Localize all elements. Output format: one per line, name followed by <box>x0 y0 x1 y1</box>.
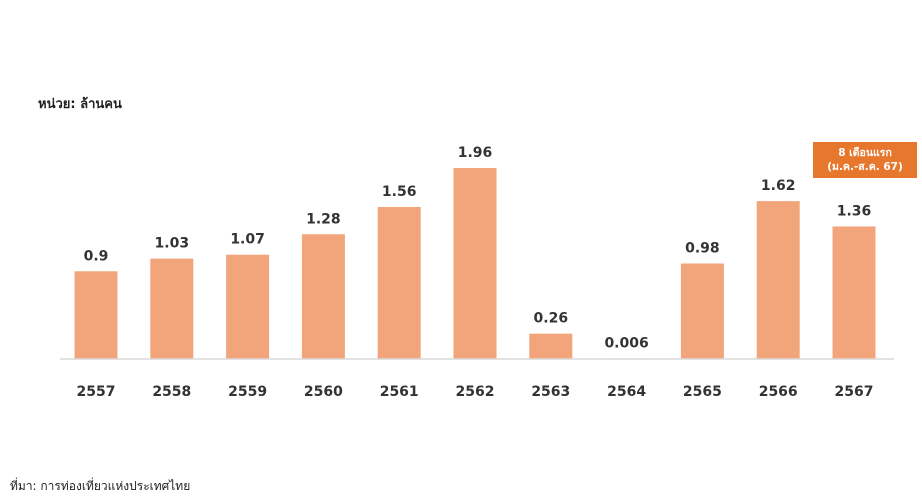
annotation-badge: 8 เดือนแรก (ม.ค.-ส.ค. 67) <box>813 142 917 178</box>
x-tick-label-2563: 2563 <box>531 384 570 400</box>
x-tick-label-2557: 2557 <box>77 384 116 400</box>
bar-2561 <box>377 206 421 359</box>
x-tick-label-2565: 2565 <box>683 384 722 400</box>
bar-2565 <box>680 263 724 359</box>
bar-2567 <box>832 226 876 359</box>
bar-2560 <box>301 234 345 359</box>
x-tick-label-2561: 2561 <box>380 384 419 400</box>
value-label-2562: 1.96 <box>458 145 493 161</box>
x-tick-label-2567: 2567 <box>835 384 874 400</box>
x-tick-label-2560: 2560 <box>304 384 343 400</box>
annotation-line-2: (ม.ค.-ส.ค. 67) <box>827 161 903 173</box>
annotation-line-1: 8 เดือนแรก <box>838 147 892 159</box>
value-label-2557: 0.9 <box>84 248 109 264</box>
value-label-2566: 1.62 <box>761 178 796 194</box>
value-label-2559: 1.07 <box>230 232 265 248</box>
source-label: ที่มา: การท่องเที่ยวแห่งประเทศไทย <box>10 479 191 493</box>
value-label-2565: 0.98 <box>685 241 720 257</box>
bar-2563 <box>529 333 573 359</box>
bars-layer <box>74 168 876 359</box>
x-tick-label-2564: 2564 <box>607 384 646 400</box>
value-label-2560: 1.28 <box>306 211 341 227</box>
value-labels-layer: 0.9 1.03 1.07 1.28 1.56 1.96 0.26 0.006 0.98 1.62… <box>84 145 872 351</box>
value-label-2558: 1.03 <box>155 236 190 252</box>
unit-label: หน่วย: ล้านคน <box>38 97 122 112</box>
bar-2559 <box>226 254 270 359</box>
x-tick-label-2566: 2566 <box>759 384 798 400</box>
value-label-2567: 1.36 <box>837 203 872 219</box>
value-label-2561: 1.56 <box>382 184 417 200</box>
x-tick-label-2562: 2562 <box>456 384 495 400</box>
bar-2562 <box>453 168 497 359</box>
value-label-2563: 0.26 <box>534 311 569 327</box>
bar-2558 <box>150 258 194 359</box>
bar-2566 <box>756 201 800 359</box>
x-tick-labels-layer: 2557 2558 2559 2560 2561 2562 2563 2564 2565 2566… <box>77 384 874 400</box>
bar-2557 <box>74 271 118 359</box>
x-tick-label-2558: 2558 <box>152 384 191 400</box>
x-tick-label-2559: 2559 <box>228 384 267 400</box>
value-label-2564: 0.006 <box>604 335 648 351</box>
